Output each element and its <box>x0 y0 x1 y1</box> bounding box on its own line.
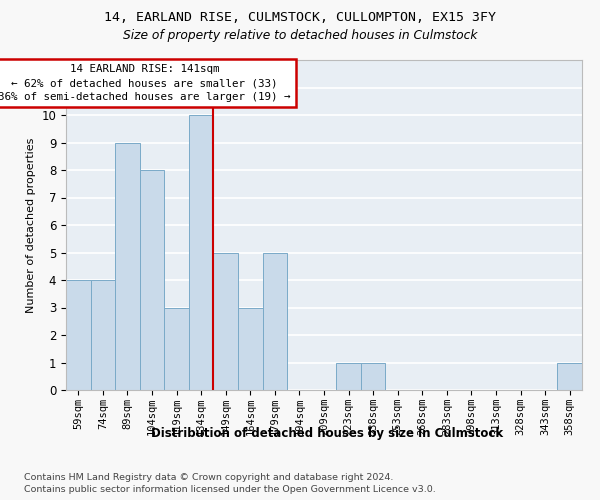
Bar <box>140 170 164 390</box>
Bar <box>91 280 115 390</box>
Bar <box>361 362 385 390</box>
Y-axis label: Number of detached properties: Number of detached properties <box>26 138 36 312</box>
Text: Size of property relative to detached houses in Culmstock: Size of property relative to detached ho… <box>123 28 477 42</box>
Text: Distribution of detached houses by size in Culmstock: Distribution of detached houses by size … <box>151 428 503 440</box>
Bar <box>214 252 238 390</box>
Bar <box>115 142 140 390</box>
Bar <box>238 308 263 390</box>
Bar <box>189 115 214 390</box>
Bar <box>336 362 361 390</box>
Text: 14, EARLAND RISE, CULMSTOCK, CULLOMPTON, EX15 3FY: 14, EARLAND RISE, CULMSTOCK, CULLOMPTON,… <box>104 11 496 24</box>
Text: Contains HM Land Registry data © Crown copyright and database right 2024.: Contains HM Land Registry data © Crown c… <box>24 472 394 482</box>
Text: 14 EARLAND RISE: 141sqm
← 62% of detached houses are smaller (33)
36% of semi-de: 14 EARLAND RISE: 141sqm ← 62% of detache… <box>0 64 291 102</box>
Bar <box>557 362 582 390</box>
Text: Contains public sector information licensed under the Open Government Licence v3: Contains public sector information licen… <box>24 485 436 494</box>
Bar <box>263 252 287 390</box>
Bar <box>164 308 189 390</box>
Bar <box>66 280 91 390</box>
